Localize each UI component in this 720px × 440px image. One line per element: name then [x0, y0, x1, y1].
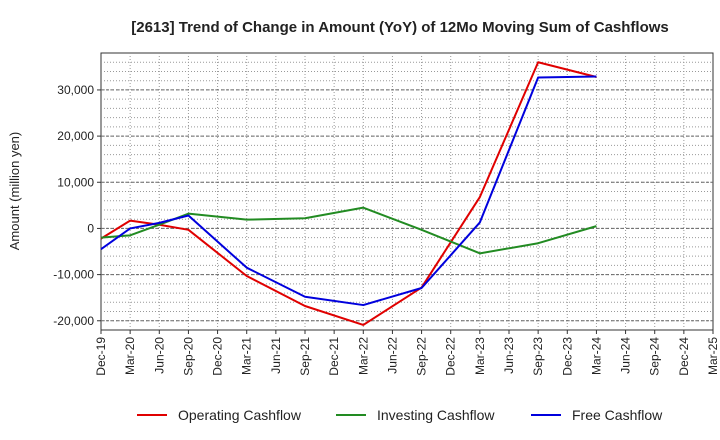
x-tick-label: Mar-20 — [123, 337, 137, 375]
x-tick-label: Dec-23 — [560, 337, 574, 376]
legend: Operating Cashflow Investing Cashflow Free… — [137, 407, 663, 423]
series-line-operating-cashflow — [100, 61, 597, 326]
y-axis-label: Amount (million yen) — [7, 132, 22, 251]
x-tick-label: Jun-21 — [269, 337, 283, 374]
y-tick-label: 0 — [87, 221, 94, 235]
y-tick-label: 20,000 — [57, 129, 94, 143]
legend-label-investing-cashflow: Investing Cashflow — [377, 407, 495, 423]
series-lines — [100, 61, 597, 326]
x-tick-label: Jun-24 — [619, 337, 633, 374]
x-tick-label: Mar-23 — [473, 337, 487, 375]
x-tick-label: Dec-20 — [211, 337, 225, 376]
x-tick-label: Dec-24 — [677, 337, 691, 376]
x-tick-label: Dec-19 — [94, 337, 108, 376]
x-tick-label: Mar-25 — [706, 337, 720, 375]
legend-label-operating-cashflow: Operating Cashflow — [178, 407, 302, 423]
x-tick-label: Dec-22 — [444, 337, 458, 376]
x-tick-label: Mar-22 — [356, 337, 370, 375]
legend-label-free-cashflow: Free Cashflow — [572, 407, 663, 423]
x-tick-label: Jun-20 — [152, 337, 166, 374]
x-tick-label: Sep-21 — [298, 337, 312, 376]
x-tick-label: Mar-24 — [589, 337, 603, 375]
x-tick-label: Sep-24 — [648, 337, 662, 376]
y-tick-label: -20,000 — [53, 314, 94, 328]
series-line-free-cashflow — [100, 75, 597, 307]
y-tick-label: -10,000 — [53, 268, 94, 282]
x-tick-label: Mar-21 — [240, 337, 254, 375]
y-axis-ticks: -20,000 -10,000 0 10,000 20,000 30,000 — [53, 83, 101, 328]
x-tick-label: Jun-23 — [502, 337, 516, 374]
x-tick-label: Dec-21 — [327, 337, 341, 376]
x-axis-ticks: Dec-19 Mar-20 Jun-20 Sep-20 Dec-20 Mar-21 Jun-… — [94, 330, 720, 376]
x-tick-label: Sep-20 — [181, 337, 195, 376]
y-tick-label: 30,000 — [57, 83, 94, 97]
chart-title: [2613] Trend of Change in Amount (YoY) o… — [131, 19, 669, 36]
x-tick-label: Sep-22 — [415, 337, 429, 376]
x-tick-label: Jun-22 — [385, 337, 399, 374]
y-tick-label: 10,000 — [57, 175, 94, 189]
x-tick-label: Sep-23 — [531, 337, 545, 376]
series-line-investing-cashflow — [100, 206, 597, 255]
grid-lines — [101, 53, 713, 330]
